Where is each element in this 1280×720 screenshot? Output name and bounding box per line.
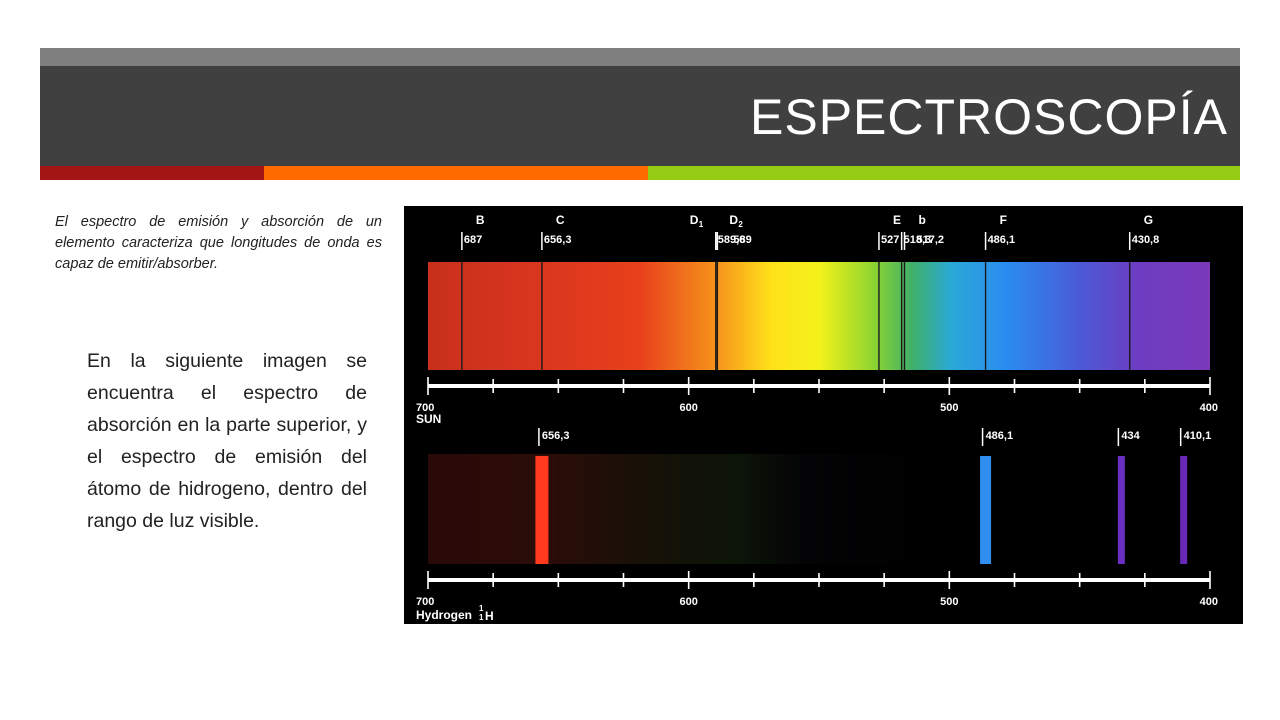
hydrogen-emission-line — [535, 456, 549, 564]
accent-bar-green — [648, 166, 1240, 180]
sun-line-letter: G — [1144, 213, 1153, 227]
sun-axis-tick-label: 400 — [1200, 402, 1218, 414]
accent-bar-orange — [264, 166, 648, 180]
sun-line-value: 589 — [733, 234, 751, 246]
hydrogen-symbol: H — [485, 609, 494, 623]
accent-bar-red — [40, 166, 264, 180]
hydrogen-emission-line — [980, 456, 992, 564]
sun-spectrum-band — [428, 262, 1210, 370]
hydrogen-spectrum-band — [428, 454, 928, 564]
sun-line-letter: E — [893, 213, 901, 227]
hydrogen-emission-line — [1117, 456, 1125, 564]
spectrum-figure: 687 B 656,3 C 589,6 D 1 589 D 2 527 E 518,3 517,2 b 486… — [404, 206, 1243, 624]
sun-label: SUN — [416, 412, 441, 426]
body-text: En la siguiente imagen se encuentra el e… — [87, 350, 367, 532]
sun-line-value: 687 — [464, 234, 482, 246]
hydrogen-line-value: 486,1 — [986, 430, 1014, 442]
hydrogen-axis-tick-label: 700 — [416, 596, 434, 608]
hydrogen-line-value: 656,3 — [542, 430, 570, 442]
slide-title: ESPECTROSCOPÍA — [750, 89, 1228, 145]
sun-line-value: 527 — [881, 234, 899, 246]
sun-line-letter: b — [918, 213, 925, 227]
hydrogen-axis-tick-label: 600 — [679, 596, 697, 608]
sun-line-letter-sub: 2 — [738, 220, 743, 229]
title-top-strip — [40, 48, 1240, 66]
hydrogen-line-value: 410,1 — [1184, 430, 1212, 442]
hydrogen-label: Hydrogen — [416, 608, 472, 622]
intro-text: El espectro de emisión y absorción de un… — [55, 214, 382, 272]
sun-line-value: 589,6 — [718, 234, 746, 246]
sun-line-value: 486,1 — [988, 234, 1016, 246]
hydrogen-axis-tick-label: 500 — [940, 596, 958, 608]
sun-line-letter: F — [1000, 213, 1007, 227]
hydrogen-line-value: 434 — [1121, 430, 1140, 442]
sun-line-letter: B — [476, 213, 485, 227]
sun-line-value: 517,2 — [916, 234, 944, 246]
sun-line-letter: D — [690, 213, 699, 227]
sun-axis-tick-label: 600 — [679, 402, 697, 414]
sun-axis-tick-label: 700 — [416, 402, 434, 414]
sun-axis-tick-label: 500 — [940, 402, 958, 414]
sun-line-letter: C — [556, 213, 565, 227]
sun-line-letter-sub: 1 — [699, 220, 704, 229]
hydrogen-emission-line — [1180, 456, 1188, 564]
hydrogen-atomic-number: 1 — [479, 613, 484, 622]
hydrogen-mass-number: 1 — [479, 604, 484, 613]
title-bar: ESPECTROSCOPÍA — [40, 66, 1240, 166]
sun-line-value: 430,8 — [1132, 234, 1160, 246]
sun-line-value: 656,3 — [544, 234, 572, 246]
hydrogen-axis-tick-label: 400 — [1200, 596, 1218, 608]
sun-line-letter: D — [729, 213, 738, 227]
sun-line-value: 518,3 — [904, 234, 932, 246]
